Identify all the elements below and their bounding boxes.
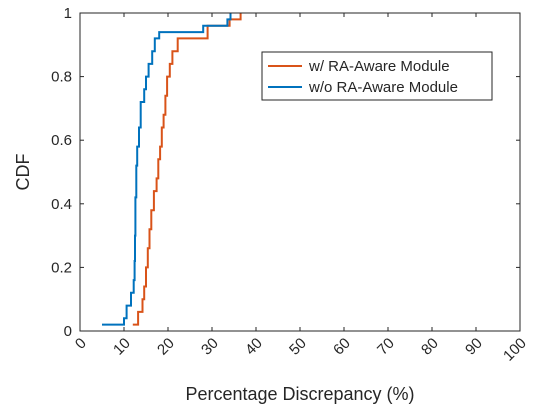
y-tick-label: 0.4: [51, 196, 72, 213]
x-tick-label: 40: [242, 335, 266, 359]
legend: w/ RA-Aware Module w/o RA-Aware Module: [261, 51, 493, 101]
series-line-with-module: [132, 13, 242, 326]
x-tick-label: 60: [330, 335, 354, 359]
legend-entry: w/o RA-Aware Module: [308, 79, 458, 96]
y-axis-label: CDF: [13, 154, 33, 191]
x-tick-label: 10: [110, 335, 134, 359]
y-tick-label: 0.8: [51, 69, 72, 86]
x-tick-label: 70: [374, 335, 398, 359]
x-tick-label: 30: [198, 335, 222, 359]
x-tick-label: 100: [500, 335, 530, 365]
series-layer: [102, 13, 242, 326]
x-axis-label: Percentage Discrepancy (%): [185, 384, 414, 404]
y-tick-label: 1: [64, 5, 72, 22]
y-tick-label: 0: [64, 323, 72, 340]
legend-entry: w/ RA-Aware Module: [308, 58, 450, 75]
x-tick-label: 20: [154, 335, 178, 359]
series-line-without-module: [102, 13, 232, 326]
y-tick-label: 0.6: [51, 132, 72, 149]
x-tick-label: 0: [72, 335, 90, 353]
x-tick-label: 90: [462, 335, 486, 359]
legend-box: [261, 51, 493, 101]
y-tick-label: 0.2: [51, 259, 72, 276]
x-tick-label: 50: [286, 335, 310, 359]
x-tick-label: 80: [418, 335, 442, 359]
